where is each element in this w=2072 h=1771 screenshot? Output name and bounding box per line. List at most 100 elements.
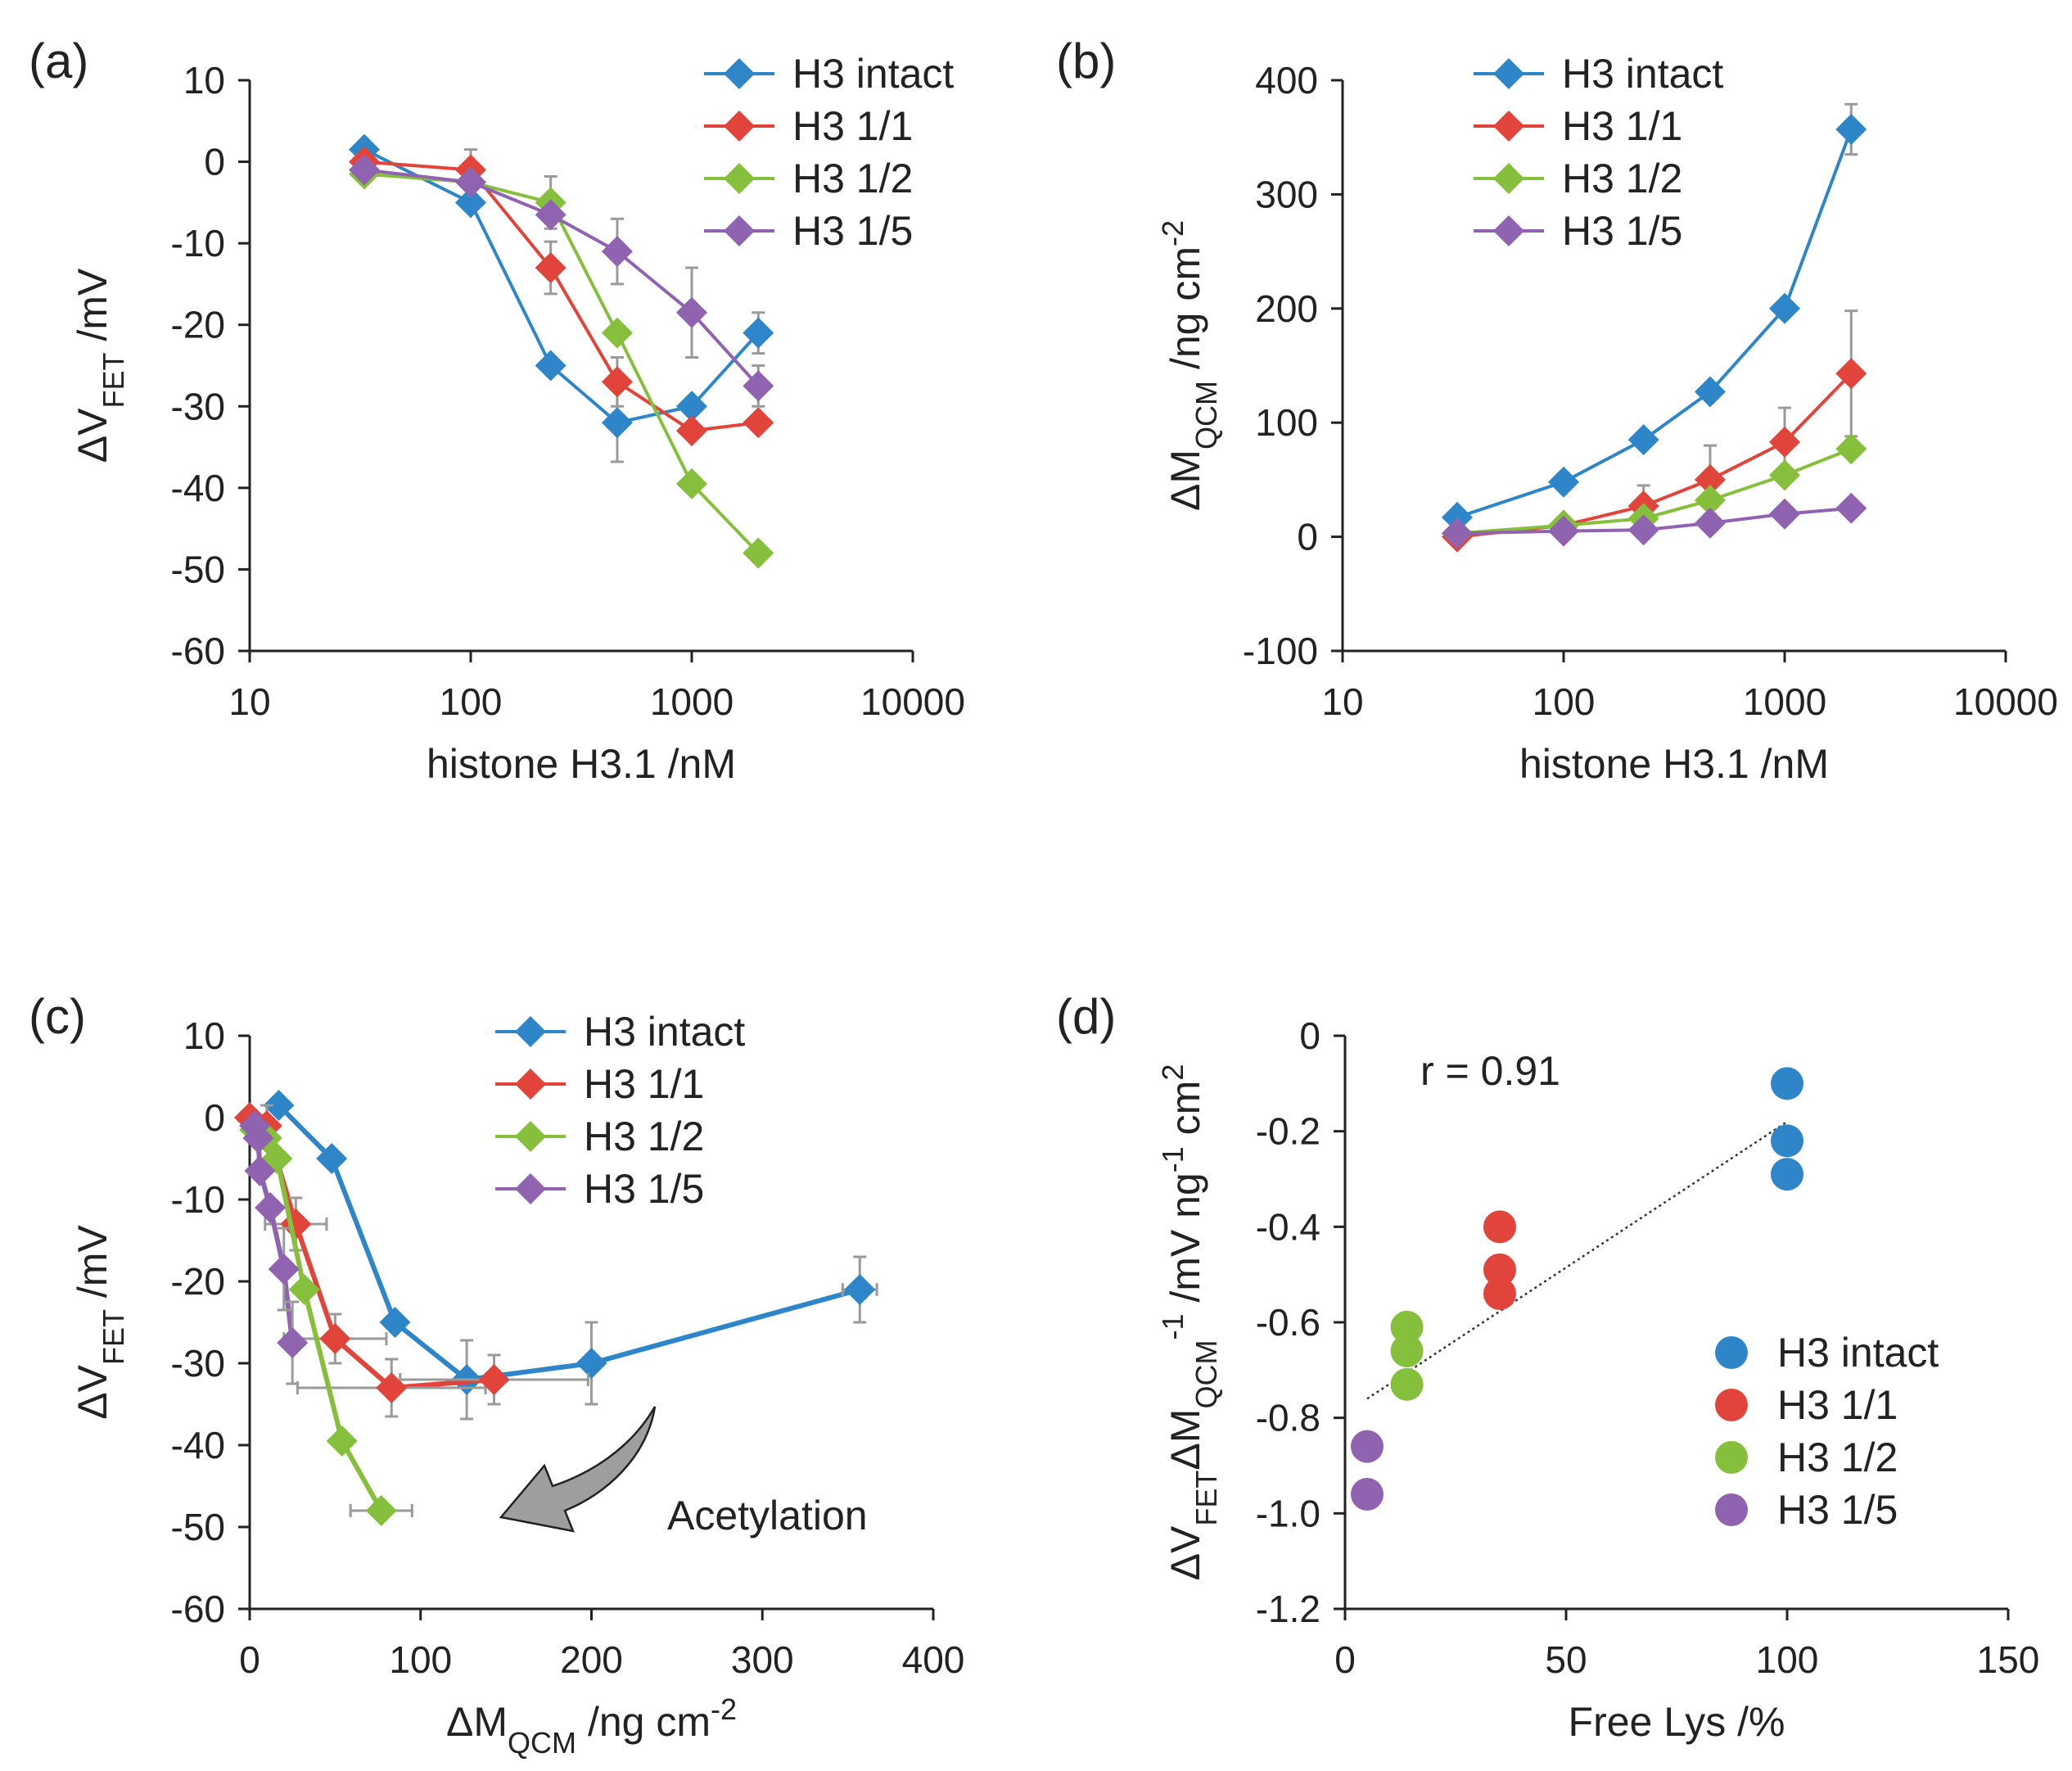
data-point bbox=[263, 1090, 295, 1121]
label-subscript: FET bbox=[97, 1309, 130, 1365]
legend-marker bbox=[1715, 1336, 1748, 1369]
y-tick-label: 0 bbox=[1297, 516, 1318, 558]
y-tick-label: -40 bbox=[171, 467, 225, 509]
chart-panel-c: (c)0 100 200 300 400100-10-20-30-40-50-60ΔMQ… bbox=[29, 989, 964, 1760]
data-point bbox=[316, 1143, 348, 1174]
x-tick-label: 100 bbox=[1756, 1638, 1819, 1681]
series-h3-1-5 bbox=[1441, 492, 1867, 549]
x-axis-label: Free Lys /% bbox=[1569, 1699, 1785, 1745]
data-point bbox=[1835, 433, 1867, 465]
data-point bbox=[1441, 517, 1473, 549]
legend-item-h3-1-1: H3 1/1 bbox=[704, 103, 913, 149]
legend-label: H3 intact bbox=[1562, 51, 1723, 97]
series-line bbox=[1456, 129, 1853, 519]
data-point bbox=[1351, 1478, 1384, 1511]
data-point bbox=[1771, 1124, 1803, 1158]
series-h3-1-5 bbox=[1351, 1430, 1384, 1511]
data-point bbox=[1835, 113, 1867, 145]
y-axis-label: ΔVFET /mV bbox=[70, 1225, 130, 1420]
series-h3-intact bbox=[263, 1090, 878, 1421]
series-line bbox=[363, 147, 760, 425]
y-tick-label: -50 bbox=[171, 1506, 225, 1548]
y-tick-label: -0.6 bbox=[1256, 1301, 1320, 1344]
legend-marker bbox=[724, 58, 755, 89]
series-h3-intact bbox=[1441, 102, 1867, 533]
x-tick-label: 100 bbox=[1533, 680, 1596, 723]
series-h3-intact bbox=[1771, 1067, 1803, 1191]
data-point bbox=[455, 187, 486, 219]
x-tick-label: 200 bbox=[560, 1638, 623, 1681]
data-point bbox=[478, 1364, 510, 1395]
x-axis-label: ΔMQCM /ng cm-2 bbox=[446, 1692, 737, 1760]
y-tick-label: 400 bbox=[1255, 59, 1318, 102]
data-point bbox=[601, 317, 633, 349]
data-point bbox=[1694, 507, 1726, 539]
data-point bbox=[288, 1274, 320, 1305]
data-point bbox=[743, 370, 774, 402]
legend-item-h3-1-5: H3 1/5 bbox=[1715, 1487, 1898, 1533]
y-tick-label: 0 bbox=[204, 141, 225, 183]
label-rest: /mV bbox=[70, 1225, 115, 1309]
data-point bbox=[601, 366, 633, 398]
y-tick-label: -0.4 bbox=[1256, 1205, 1320, 1248]
legend-label: H3 1/1 bbox=[1777, 1382, 1898, 1428]
legend-marker bbox=[724, 163, 755, 194]
legend-item-h3-1-5: H3 1/5 bbox=[704, 208, 913, 254]
data-point bbox=[601, 407, 633, 439]
data-point bbox=[1694, 463, 1726, 495]
y-tick-label: 300 bbox=[1255, 173, 1318, 215]
label-main: ΔM bbox=[446, 1699, 508, 1745]
series-line bbox=[363, 168, 760, 387]
data-point bbox=[535, 252, 567, 284]
label-subscript: FET bbox=[97, 353, 130, 409]
legend-marker bbox=[515, 1016, 546, 1047]
data-point bbox=[1390, 1367, 1424, 1401]
data-point bbox=[576, 1348, 607, 1379]
y-axis-label: ΔMQCM /ng cm-2 bbox=[1156, 220, 1223, 511]
y-tick-label: -10 bbox=[171, 222, 225, 264]
y-tick-label: -0.2 bbox=[1256, 1110, 1320, 1153]
legend-marker bbox=[1715, 1493, 1748, 1526]
y-tick-label: 0 bbox=[204, 1096, 225, 1139]
data-point bbox=[1769, 498, 1800, 530]
label-part: /mV ng bbox=[1162, 1172, 1208, 1313]
legend-marker bbox=[515, 1173, 546, 1204]
legend-label: H3 intact bbox=[792, 51, 954, 97]
legend-item-h3-intact: H3 intact bbox=[1715, 1330, 1939, 1376]
panel-label: (a) bbox=[29, 34, 88, 88]
series-h3-1-1 bbox=[1483, 1210, 1516, 1310]
data-point bbox=[376, 1372, 408, 1403]
data-point bbox=[676, 415, 707, 447]
legend-marker bbox=[1493, 111, 1524, 142]
data-point bbox=[1390, 1310, 1424, 1344]
data-point bbox=[1771, 1067, 1803, 1100]
legend-item-h3-1-5: H3 1/5 bbox=[495, 1166, 704, 1212]
data-point bbox=[1390, 1335, 1424, 1367]
chart-panel-d: (d) 0 50 100 150 0 -0.2 -0.4 -0.6 -0.8 -1.0 -1.2 Fre… bbox=[1056, 989, 2039, 1745]
series-h3-1-5 bbox=[239, 1110, 309, 1385]
data-point bbox=[1769, 292, 1800, 324]
data-point bbox=[1694, 376, 1726, 408]
label-part: 2 bbox=[1156, 1064, 1189, 1081]
data-point bbox=[601, 236, 633, 268]
label-main: ΔV bbox=[70, 408, 115, 463]
x-tick-label: 1000 bbox=[1743, 680, 1826, 723]
legend-label: H3 1/1 bbox=[792, 103, 913, 149]
y-tick-label: -40 bbox=[171, 1424, 225, 1466]
y-tick-label: -0.8 bbox=[1256, 1397, 1320, 1439]
annotation-text: Acetylation bbox=[667, 1493, 868, 1538]
label-part: -1 bbox=[1156, 1146, 1189, 1172]
legend-marker bbox=[724, 215, 755, 246]
legend-label: H3 1/5 bbox=[1562, 208, 1682, 254]
data-point bbox=[535, 350, 567, 382]
legend-item-h3-intact: H3 intact bbox=[1474, 51, 1723, 97]
data-point bbox=[1835, 492, 1867, 524]
data-point bbox=[326, 1425, 358, 1457]
legend-item-h3-1-2: H3 1/2 bbox=[704, 156, 913, 201]
data-point bbox=[255, 1192, 287, 1223]
data-point bbox=[319, 1323, 351, 1354]
x-tick-label: 10 bbox=[228, 680, 270, 723]
y-tick-label: 10 bbox=[183, 1014, 225, 1057]
y-tick-label: -60 bbox=[171, 630, 225, 672]
trendline bbox=[1366, 1120, 1788, 1400]
